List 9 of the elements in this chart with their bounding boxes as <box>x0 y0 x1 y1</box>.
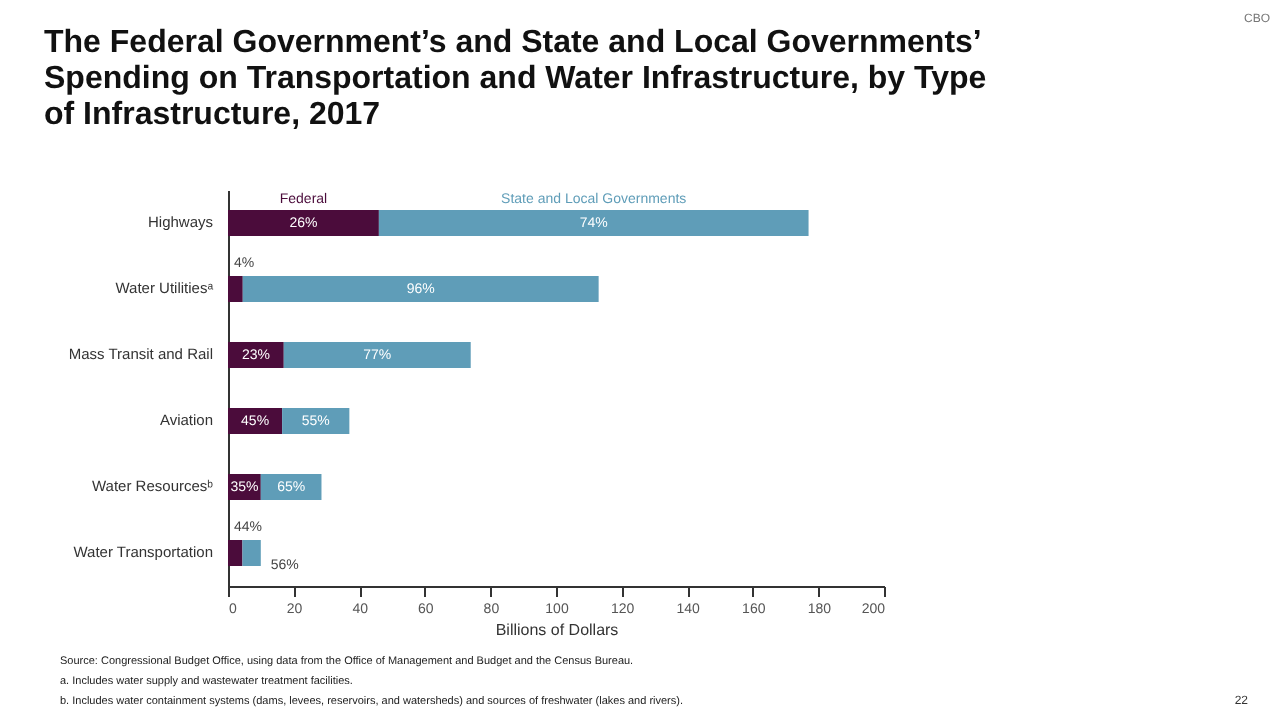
bar <box>228 540 243 566</box>
x-axis-title: Billions of Dollars <box>495 621 619 639</box>
bar <box>228 210 379 236</box>
bar <box>283 342 471 368</box>
bar <box>228 276 243 302</box>
bar <box>242 276 599 302</box>
bar <box>378 210 809 236</box>
chart-title: The Federal Government’s and State and Local Governments’ Spending on Transportation and Water Infrastructure, by Type of Infrastructure, 2017 <box>44 26 987 132</box>
bar <box>242 540 261 566</box>
